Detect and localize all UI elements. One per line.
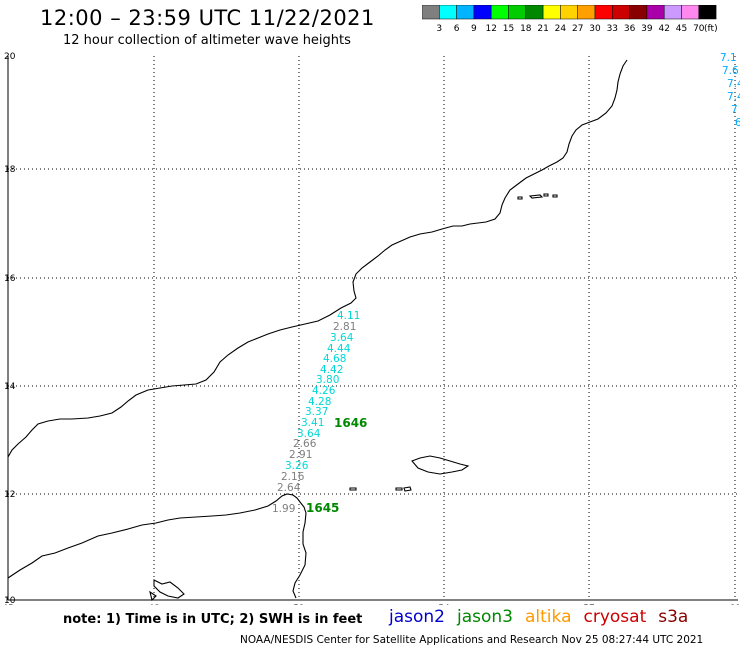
colorbar-label: 70 [693,24,705,34]
colorbar-label: 33 [607,24,618,34]
lon-tick-label: 54 [438,604,450,605]
swh-value-label: 3.26 [285,460,309,472]
swh-value-label: 3.64 [330,332,354,344]
swh-value-label: 2.91 [289,449,312,461]
pass-time-label: 1645 [306,501,339,515]
lon-tick-label: 57 [583,604,594,605]
edge-swh-label: 6 [735,117,740,129]
lat-lon-grid: 45 48 51 54 57 60 20 18 16 14 12 10 [2,52,740,605]
satellite-legend-cryosat: cryosat [583,607,647,627]
lon-tick-label: 48 [148,604,160,605]
edge-swh-label: 7.1 [720,52,737,64]
swh-value-label: 1.99 [272,503,295,515]
satellite-legend-jason3: jason3 [457,607,513,627]
swh-value-label: 4.44 [327,343,351,355]
somali-coastline [7,59,628,458]
swh-labels: 4.112.813.644.444.684.423.804.264.283.37… [272,52,740,515]
colorbar-label: 6 [454,24,460,34]
colorbar-unit: (ft) [704,24,718,34]
small-island-cluster [149,579,185,602]
edge-swh-label: 7.4 [727,91,740,103]
colorbar-label: 9 [471,24,477,34]
swh-value-label: 4.42 [320,364,343,376]
colorbar-label: 27 [572,24,583,34]
lon-tick-label: 51 [293,604,304,605]
swh-value-label: 2.81 [333,321,356,333]
islet-a [395,487,403,491]
islet-f [543,193,549,197]
colorbar-label: 21 [537,24,548,34]
altimeter-map: 454851545760201816141210 4.112.813.644.4… [2,52,740,605]
socotra-island [411,455,470,475]
colorbar-label: 12 [485,24,496,34]
colorbar-label: 15 [503,24,514,34]
islet-d [517,196,523,200]
swh-value-label: 2.16 [281,471,305,483]
islet-c [349,487,357,491]
swh-value-label: 2.64 [277,482,301,494]
colorbar-label: 3 [436,24,442,34]
satellite-legend-s3a: s3a [658,607,689,627]
lat-tick-label: 12 [4,490,15,500]
footer-credit: NOAA/NESDIS Center for Satellite Applica… [240,634,704,646]
swh-value-label: 3.37 [305,406,328,418]
satellite-legend-jason2: jason2 [389,607,445,627]
satellite-legend-altika: altika [525,607,572,627]
lon-tick-label: 60 [729,604,740,605]
swh-value-label: 3.41 [301,417,324,429]
colorbar-label: 36 [624,24,636,34]
satellite-legend: jason2 jason3 altika cryosat s3a [389,607,700,627]
colorbar-legend: 3 6 9 12 15 18 21 24 27 30 33 36 39 42 45 70 (ft) [422,5,718,34]
lat-tick-label: 10 [4,596,16,605]
islet-e [528,194,544,199]
pass-time-label: 1646 [334,416,367,430]
swh-value-label: 3.64 [297,428,321,440]
islet-g [552,194,558,198]
arabian-coastline [7,493,307,599]
map-frame [7,56,738,601]
edge-swh-label: 7 [731,104,738,116]
edge-swh-label: 7.4 [727,78,740,90]
swh-value-label: 4.28 [308,396,331,408]
colorbar-label: 45 [676,24,687,34]
islet-b [403,486,412,492]
swh-value-label: 2.66 [293,438,317,450]
swh-value-label: 4.11 [337,310,360,322]
colorbar-label: 39 [641,24,653,34]
lat-tick-label: 14 [4,382,16,392]
colorbar-swatch [698,5,717,20]
swh-value-label: 3.80 [316,374,339,386]
swh-value-label: 4.26 [312,385,336,397]
colorbar-label: 24 [555,24,567,34]
lon-tick-label: 45 [2,604,13,605]
note-text: note: 1) Time is in UTC; 2) SWH is in fe… [63,612,363,627]
coastline [7,59,628,602]
lat-tick-label: 18 [4,165,16,175]
colorbar-label: 30 [589,24,601,34]
lat-tick-label: 20 [4,52,16,62]
map-title: 12:00 – 23:59 UTC 11/22/2021 [40,6,375,30]
swh-value-label: 4.68 [323,353,346,365]
map-subtitle: 12 hour collection of altimeter wave hei… [63,33,351,48]
edge-swh-label: 7.6 [722,65,739,77]
lat-tick-label: 16 [4,274,16,284]
colorbar-label: 42 [658,24,669,34]
colorbar-label: 18 [520,24,532,34]
